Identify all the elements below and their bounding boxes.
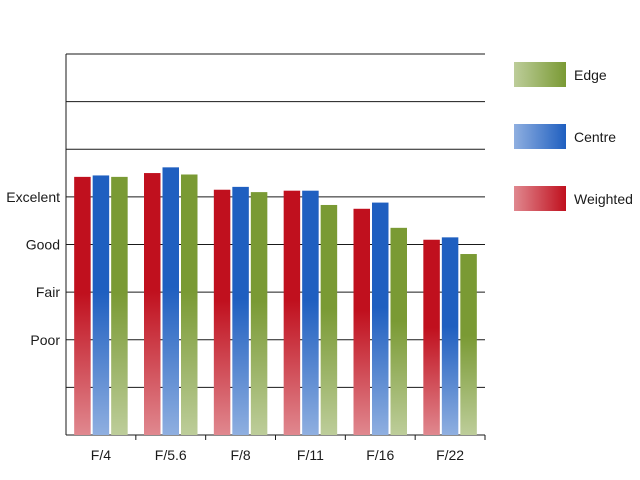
- bars: [74, 167, 477, 435]
- bar-edge-4: [390, 227, 407, 435]
- bar-weighted-4: [353, 208, 370, 435]
- bar-weighted-0: [74, 176, 91, 435]
- y-tick-label: Poor: [30, 332, 60, 348]
- bar-centre-1: [162, 167, 179, 435]
- bar-edge-1: [181, 174, 198, 435]
- bar-weighted-2: [213, 189, 231, 435]
- legend-swatch-centre: [514, 124, 566, 149]
- legend-label-edge: Edge: [574, 67, 607, 83]
- legend-swatch-edge: [514, 62, 566, 87]
- bar-edge-5: [460, 254, 477, 435]
- bar-edge-3: [320, 204, 338, 435]
- bar-centre-5: [441, 237, 459, 435]
- bar-weighted-1: [144, 173, 161, 435]
- bar-centre-3: [302, 190, 319, 435]
- legend-label-weighted: Weighted: [574, 191, 633, 207]
- y-tick-label: Excelent: [6, 189, 60, 205]
- x-tick-label: F/5.6: [155, 447, 187, 463]
- x-tick-label: F/4: [91, 447, 111, 463]
- legend-label-centre: Centre: [574, 129, 616, 145]
- bar-edge-0: [111, 176, 128, 435]
- grid-lines: [66, 53, 485, 388]
- bar-centre-2: [232, 186, 249, 435]
- y-axis-labels: Poor Fair Good Excelent: [6, 189, 60, 348]
- x-tick-label: F/8: [230, 447, 250, 463]
- legend-swatch-weighted: [514, 186, 566, 211]
- x-tick-label: F/22: [436, 447, 464, 463]
- bar-edge-2: [250, 192, 268, 435]
- bar-centre-4: [372, 202, 389, 435]
- bar-weighted-3: [283, 190, 301, 435]
- bar-centre-0: [92, 175, 110, 435]
- y-tick-label: Good: [26, 237, 60, 253]
- x-tick-label: F/11: [297, 447, 324, 463]
- bar-weighted-5: [423, 239, 440, 435]
- y-tick-label: Fair: [36, 284, 60, 300]
- x-axis-labels: F/4 F/5.6 F/8 F/11 F/16 F/22: [91, 435, 486, 463]
- x-tick-label: F/16: [366, 447, 394, 463]
- legend: Edge Centre Weighted: [514, 62, 633, 211]
